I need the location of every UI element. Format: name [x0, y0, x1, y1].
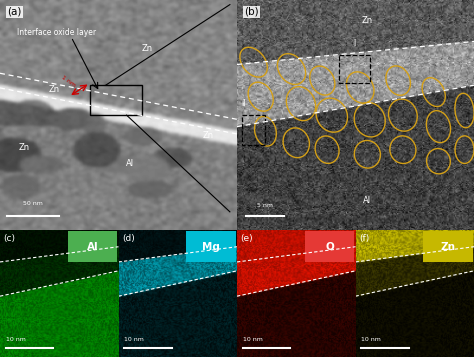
- Text: II: II: [242, 99, 246, 108]
- Text: Al: Al: [87, 242, 99, 252]
- Text: (f): (f): [359, 234, 369, 243]
- Text: Al: Al: [363, 196, 372, 205]
- Text: Zn: Zn: [49, 85, 60, 94]
- Text: Zn: Zn: [141, 44, 153, 53]
- Text: (d): (d): [122, 234, 135, 243]
- Text: Interface oxide layer: Interface oxide layer: [17, 28, 96, 37]
- Text: 10 nm: 10 nm: [361, 337, 381, 342]
- Text: I: I: [353, 39, 356, 48]
- Text: (e): (e): [240, 234, 253, 243]
- Bar: [90, 85, 142, 115]
- Bar: [423, 231, 473, 262]
- Text: Mg: Mg: [202, 242, 220, 252]
- Text: Zn: Zn: [441, 242, 456, 252]
- Text: 10 nm: 10 nm: [6, 337, 26, 342]
- Text: 10 nm: 10 nm: [243, 337, 263, 342]
- Bar: [305, 231, 355, 262]
- Text: Al: Al: [126, 159, 135, 168]
- Text: (b): (b): [244, 7, 259, 17]
- Text: (a): (a): [7, 7, 21, 17]
- Text: 50 nm: 50 nm: [23, 201, 43, 206]
- Text: Zn: Zn: [18, 143, 29, 152]
- Text: O: O: [325, 242, 334, 252]
- Text: 10 nm: 10 nm: [124, 337, 144, 342]
- Text: 1 nm: 1 nm: [61, 75, 77, 88]
- Bar: [68, 231, 118, 262]
- Text: Zn: Zn: [362, 16, 373, 25]
- Bar: [186, 231, 236, 262]
- Bar: [339, 55, 370, 83]
- Bar: [242, 115, 265, 145]
- Text: (c): (c): [3, 234, 16, 243]
- Text: 5 nm: 5 nm: [257, 203, 273, 208]
- Text: Zn: Zn: [203, 131, 214, 140]
